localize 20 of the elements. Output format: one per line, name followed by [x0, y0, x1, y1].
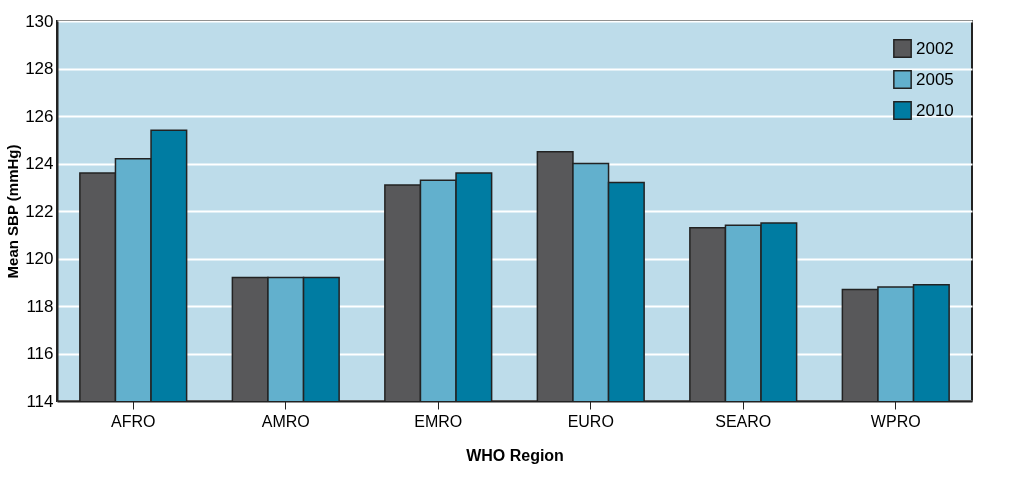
x-tick-label: AMRO — [261, 412, 310, 430]
x-tick-label: EURO — [567, 412, 614, 430]
x-tick-label: AFRO — [111, 412, 156, 430]
y-tick-label: 128 — [25, 59, 54, 78]
legend-label: 2002 — [916, 38, 954, 58]
y-tick-label: 130 — [25, 11, 54, 31]
legend-label: 2005 — [916, 69, 954, 89]
y-axis-title: Mean SBP (mmHg) — [4, 144, 22, 279]
y-tick-label: 126 — [25, 106, 54, 126]
y-tick-label: 116 — [26, 344, 54, 363]
x-tick-label: WPRO — [870, 412, 921, 430]
y-tick-label: 114 — [26, 391, 54, 411]
y-tick-label: 124 — [25, 154, 54, 173]
y-tick-label: 120 — [25, 249, 54, 268]
y-tick-label: 118 — [26, 296, 54, 316]
x-tick-label: SEARO — [715, 412, 772, 430]
x-tick-label: EMRO — [414, 412, 463, 430]
y-tick-label: 122 — [25, 201, 54, 221]
x-axis-title: WHO Region — [466, 446, 564, 464]
legend-label: 2010 — [916, 100, 954, 120]
